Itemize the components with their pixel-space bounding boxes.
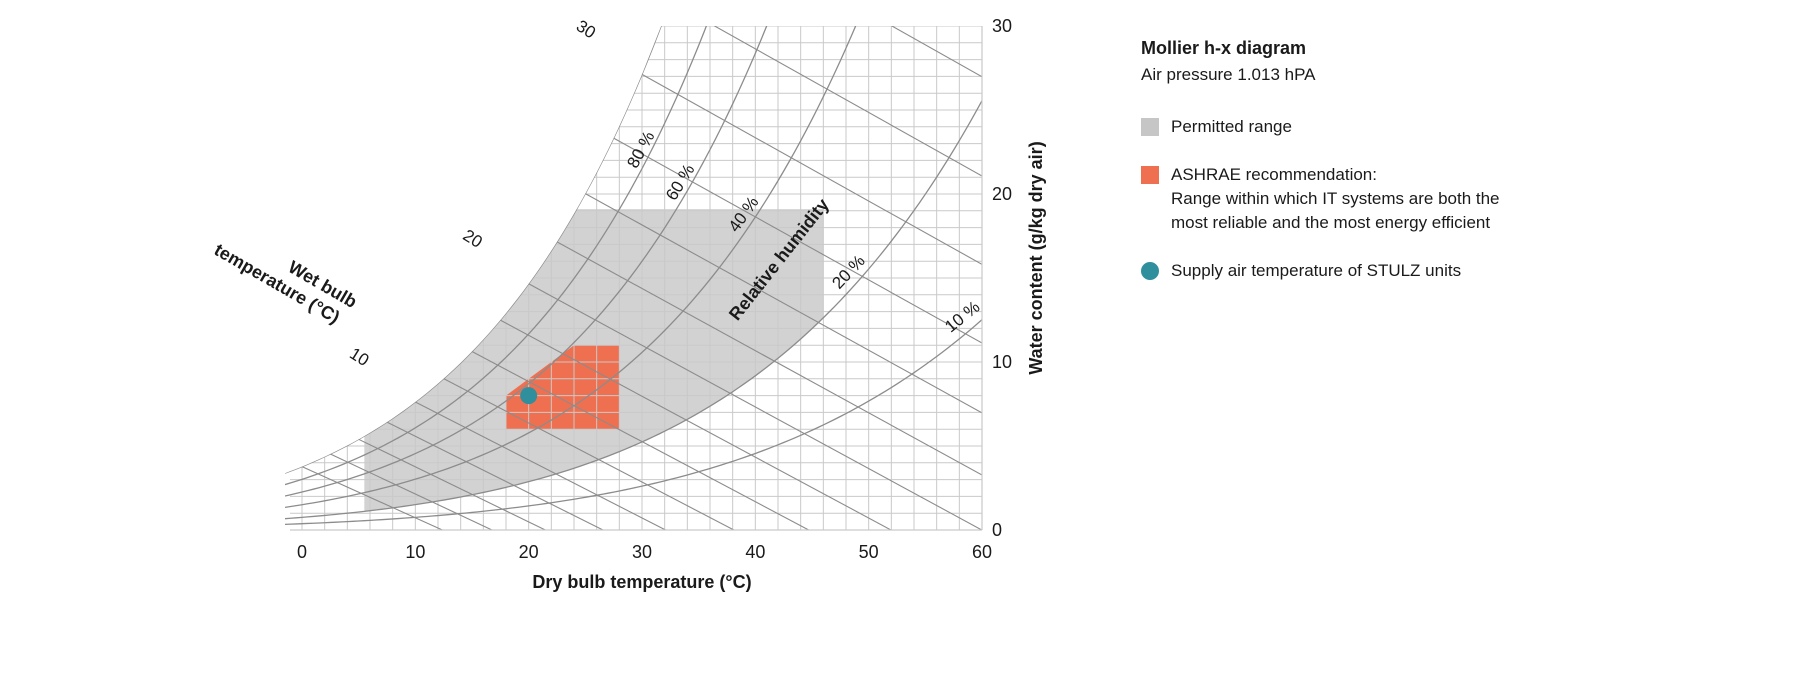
y-tick-label: 30 [992, 16, 1012, 36]
y-axis-label: Water content (g/kg dry air) [1026, 141, 1046, 374]
wet-bulb-line [585, 193, 982, 530]
x-tick-label: 30 [632, 542, 652, 562]
x-tick-label: 0 [297, 542, 307, 562]
wet-bulb-tick-label: 10 [346, 344, 372, 370]
legend-item-supply: Supply air temperature of STULZ units [1141, 259, 1561, 283]
y-tick-label: 20 [992, 184, 1012, 204]
wet-bulb-line [443, 378, 735, 530]
wet-bulb-line [641, 73, 982, 530]
rh-curve-label-group: 80 % [623, 128, 658, 171]
rh-curve [285, 26, 722, 486]
wet-bulb-line [556, 241, 982, 530]
x-tick-label: 40 [745, 542, 765, 562]
x-tick-label: 50 [859, 542, 879, 562]
x-tick-label: 10 [405, 542, 425, 562]
rh-curve-label-group: 20 % [828, 251, 868, 292]
supply-air-point [520, 387, 538, 405]
x-tick-label: 60 [972, 542, 992, 562]
ashrae-range-swatch [1141, 166, 1159, 184]
rh-curve [285, 298, 982, 525]
wet-bulb-tick-label: 20 [460, 226, 486, 252]
legend-item-permitted: Permitted range [1141, 115, 1561, 139]
rh-curve-label-group: 10 % [941, 297, 983, 336]
y-tick-label: 0 [992, 520, 1002, 540]
wet-bulb-line-extension [285, 399, 331, 455]
wet-bulb-line-extension [522, 84, 614, 139]
wet-bulb-line [358, 438, 546, 530]
wet-bulb-line-extension [285, 412, 303, 468]
legend-subtitle: Air pressure 1.013 hPA [1141, 65, 1316, 84]
wet-bulb-line-extension [580, 0, 671, 1]
ashrae-range-area [506, 345, 620, 430]
legend-item-ashrae: ASHRAE recommendation: Range within whic… [1141, 163, 1561, 235]
rh-curve-label-group: 60 % [662, 161, 698, 204]
wet-bulb-line [528, 283, 982, 530]
legend-label-supply: Supply air temperature of STULZ units [1171, 261, 1462, 280]
wet-bulb-line-extension [494, 140, 586, 195]
wet-bulb-line [500, 319, 892, 530]
wet-bulb-line [471, 351, 809, 530]
legend-label-ashrae: ASHRAE recommendation: Range within whic… [1171, 165, 1500, 232]
rh-curve-label: 80 % [623, 128, 658, 171]
wet-bulb-line [415, 401, 666, 530]
wet-bulb-line-extension [381, 297, 473, 352]
supply-air-swatch [1141, 262, 1159, 280]
wet-bulb-line-extension [296, 367, 388, 423]
wet-bulb-tick-label: 30 [573, 16, 599, 42]
y-tick-label: 10 [992, 352, 1012, 372]
wet-bulb-line [386, 421, 604, 530]
legend: Mollier h-x diagram Air pressure 1.013 h… [1141, 38, 1561, 307]
rh-curve [285, 56, 982, 520]
x-tick-label: 20 [519, 542, 539, 562]
x-axis-label: Dry bulb temperature (°C) [532, 572, 751, 592]
wet-bulb-line [330, 453, 493, 530]
wet-bulb-line-extension [285, 384, 359, 440]
rh-curve [285, 26, 785, 497]
rh-curve [285, 26, 875, 508]
legend-title: Mollier h-x diagram [1141, 38, 1307, 58]
wet-bulb-line [301, 466, 443, 530]
legend-label-permitted: Permitted range [1171, 117, 1292, 136]
wet-bulb-line-extension [409, 266, 501, 321]
permitted-range-swatch [1141, 118, 1159, 136]
